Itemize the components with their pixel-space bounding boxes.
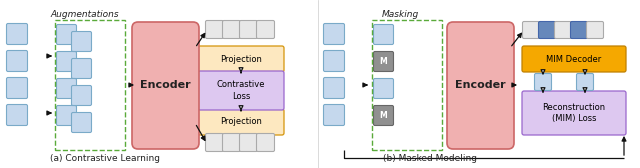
FancyBboxPatch shape (522, 91, 626, 135)
FancyBboxPatch shape (374, 52, 394, 72)
FancyBboxPatch shape (6, 104, 28, 125)
FancyBboxPatch shape (132, 22, 199, 149)
FancyBboxPatch shape (56, 106, 77, 125)
Text: MIM Decoder: MIM Decoder (547, 54, 602, 64)
FancyBboxPatch shape (56, 25, 77, 45)
FancyBboxPatch shape (198, 46, 284, 72)
FancyBboxPatch shape (570, 22, 588, 38)
FancyBboxPatch shape (6, 24, 28, 45)
FancyBboxPatch shape (223, 20, 241, 38)
FancyBboxPatch shape (577, 74, 593, 91)
FancyBboxPatch shape (198, 109, 284, 135)
FancyBboxPatch shape (72, 86, 92, 106)
FancyBboxPatch shape (72, 58, 92, 78)
FancyBboxPatch shape (198, 71, 284, 110)
FancyBboxPatch shape (323, 24, 344, 45)
FancyBboxPatch shape (374, 25, 394, 45)
Text: M: M (380, 57, 387, 66)
Bar (55, 20, 125, 150)
Text: Encoder: Encoder (140, 80, 191, 91)
Text: Projection: Projection (220, 54, 262, 64)
FancyBboxPatch shape (239, 134, 257, 152)
Text: Masking: Masking (381, 10, 419, 19)
FancyBboxPatch shape (6, 51, 28, 72)
Text: (a) Contrastive Learning: (a) Contrastive Learning (50, 154, 160, 163)
Text: Augmentations: Augmentations (51, 10, 119, 19)
Text: M: M (380, 111, 387, 120)
Text: Encoder: Encoder (455, 80, 506, 91)
Text: (b) Masked Modeling: (b) Masked Modeling (383, 154, 477, 163)
Text: Projection: Projection (220, 117, 262, 127)
FancyBboxPatch shape (323, 104, 344, 125)
Text: Reconstruction
(MIM) Loss: Reconstruction (MIM) Loss (543, 103, 605, 123)
FancyBboxPatch shape (72, 32, 92, 52)
FancyBboxPatch shape (534, 74, 552, 91)
FancyBboxPatch shape (374, 106, 394, 125)
FancyBboxPatch shape (586, 22, 604, 38)
FancyBboxPatch shape (6, 77, 28, 98)
FancyBboxPatch shape (205, 134, 223, 152)
Bar (372, 20, 442, 150)
FancyBboxPatch shape (374, 78, 394, 98)
FancyBboxPatch shape (522, 46, 626, 72)
FancyBboxPatch shape (239, 20, 257, 38)
FancyBboxPatch shape (522, 22, 540, 38)
FancyBboxPatch shape (538, 22, 556, 38)
FancyBboxPatch shape (447, 22, 514, 149)
FancyBboxPatch shape (56, 52, 77, 72)
FancyBboxPatch shape (56, 78, 77, 98)
FancyBboxPatch shape (223, 134, 241, 152)
FancyBboxPatch shape (205, 20, 223, 38)
FancyBboxPatch shape (257, 20, 275, 38)
FancyBboxPatch shape (554, 22, 572, 38)
Text: Contrastive
Loss: Contrastive Loss (217, 80, 265, 101)
FancyBboxPatch shape (323, 51, 344, 72)
FancyBboxPatch shape (323, 77, 344, 98)
FancyBboxPatch shape (257, 134, 275, 152)
FancyBboxPatch shape (72, 113, 92, 133)
